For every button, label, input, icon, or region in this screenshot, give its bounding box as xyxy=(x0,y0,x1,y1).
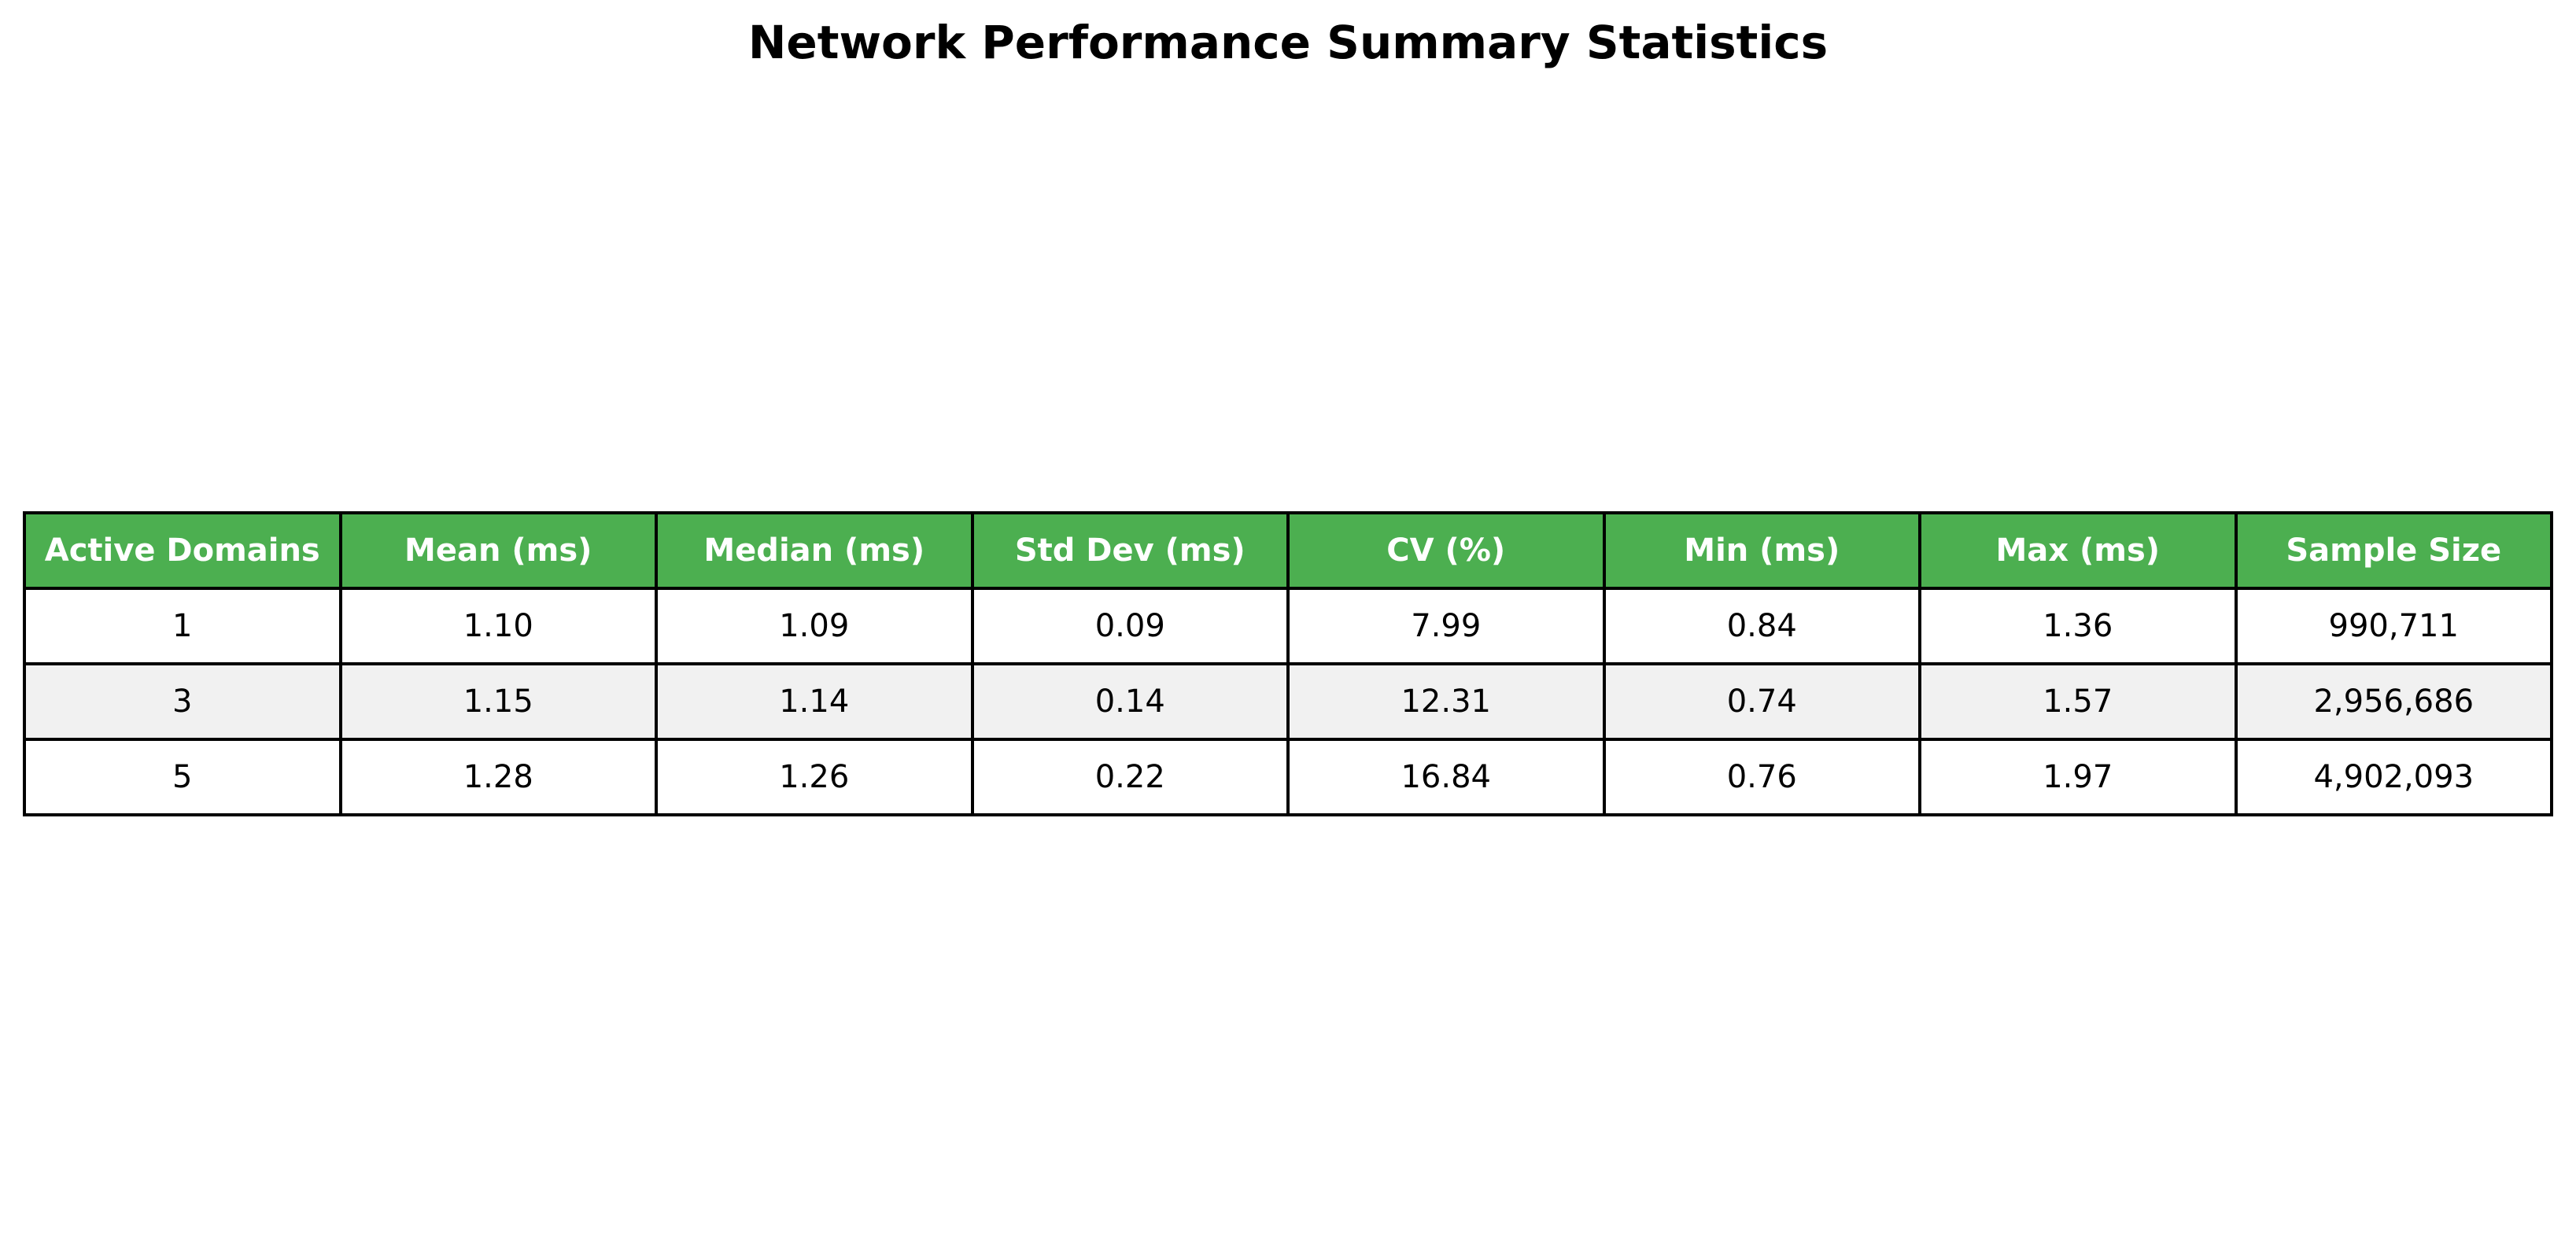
column-header-median: Median (ms) xyxy=(655,511,974,590)
cell-std-dev: 0.14 xyxy=(970,662,1290,741)
column-header-min: Min (ms) xyxy=(1602,511,1921,590)
cell-sample-size: 990,711 xyxy=(2234,587,2553,665)
cell-max: 1.36 xyxy=(1918,587,2238,665)
cell-std-dev: 0.22 xyxy=(970,738,1290,816)
summary-statistics-table: Active Domains Mean (ms) Median (ms) Std… xyxy=(23,511,2553,816)
chart-title: Network Performance Summary Statistics xyxy=(747,16,1829,69)
cell-active-domains: 1 xyxy=(23,587,342,665)
cell-min: 0.74 xyxy=(1602,662,1921,741)
table-row: 5 1.28 1.26 0.22 16.84 0.76 1.97 4,902,0… xyxy=(23,738,2553,816)
cell-cv: 12.31 xyxy=(1286,662,1606,741)
cell-active-domains: 3 xyxy=(23,662,342,741)
cell-max: 1.57 xyxy=(1918,662,2238,741)
cell-max: 1.97 xyxy=(1918,738,2238,816)
cell-mean: 1.10 xyxy=(338,587,658,665)
cell-cv: 16.84 xyxy=(1286,738,1606,816)
column-header-sample-size: Sample Size xyxy=(2234,511,2553,590)
column-header-cv: CV (%) xyxy=(1286,511,1606,590)
summary-table-container: Active Domains Mean (ms) Median (ms) Std… xyxy=(23,511,2553,816)
column-header-max: Max (ms) xyxy=(1918,511,2238,590)
cell-median: 1.26 xyxy=(655,738,974,816)
cell-sample-size: 4,902,093 xyxy=(2234,738,2553,816)
table-header-row: Active Domains Mean (ms) Median (ms) Std… xyxy=(23,511,2553,590)
cell-sample-size: 2,956,686 xyxy=(2234,662,2553,741)
table-row: 1 1.10 1.09 0.09 7.99 0.84 1.36 990,711 xyxy=(23,587,2553,665)
cell-median: 1.09 xyxy=(655,587,974,665)
cell-median: 1.14 xyxy=(655,662,974,741)
cell-std-dev: 0.09 xyxy=(970,587,1290,665)
cell-mean: 1.15 xyxy=(338,662,658,741)
cell-min: 0.84 xyxy=(1602,587,1921,665)
cell-mean: 1.28 xyxy=(338,738,658,816)
column-header-std-dev: Std Dev (ms) xyxy=(970,511,1290,590)
column-header-mean: Mean (ms) xyxy=(338,511,658,590)
cell-cv: 7.99 xyxy=(1286,587,1606,665)
cell-min: 0.76 xyxy=(1602,738,1921,816)
column-header-active-domains: Active Domains xyxy=(23,511,342,590)
cell-active-domains: 5 xyxy=(23,738,342,816)
table-row: 3 1.15 1.14 0.14 12.31 0.74 1.57 2,956,6… xyxy=(23,662,2553,741)
